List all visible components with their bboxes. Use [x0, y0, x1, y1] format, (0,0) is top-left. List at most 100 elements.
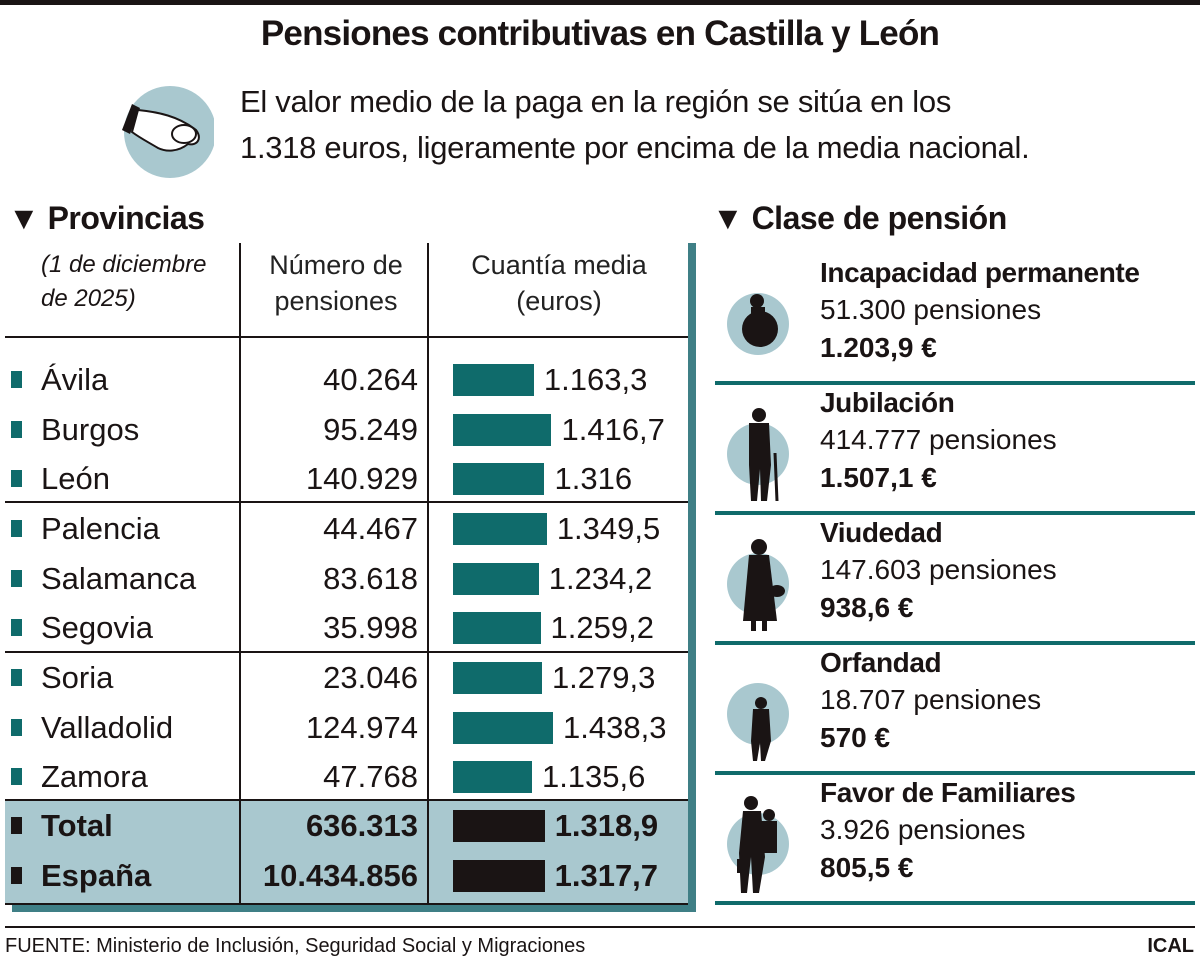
class-title: Favor de Familiares: [820, 777, 1076, 808]
classes-heading: ▼ Clase de pensión: [712, 200, 1007, 237]
header-average-line-2: (euros): [516, 286, 602, 316]
table-shadow-right: [688, 243, 696, 912]
average-value: 1.234,2: [548, 560, 653, 596]
classes-heading-text: Clase de pensión: [751, 200, 1008, 236]
row-marker: [11, 470, 22, 488]
triangle-down-icon: ▼: [712, 200, 744, 236]
average-value: 1.317,7: [554, 857, 659, 893]
class-title: Viudedad: [820, 517, 943, 548]
table-row: Palencia 44.467 1.349,5: [5, 504, 688, 554]
subtitle-line-2: 1.318 euros, ligeramente por encima de l…: [240, 130, 1030, 165]
pension-class-item: Favor de Familiares 3.926 pensiones 805,…: [715, 775, 1195, 905]
class-pension-count: 414.777 pensiones: [820, 424, 1057, 455]
row-marker: [11, 520, 22, 537]
pension-count: 23.046: [323, 660, 418, 695]
class-title: Jubilación: [820, 387, 955, 418]
group-divider: [5, 501, 688, 503]
province-name: Segovia: [41, 610, 154, 646]
child-icon: [751, 697, 771, 761]
pension-count: 83.618: [323, 560, 418, 596]
pension-class-item: Jubilación 414.777 pensiones 1.507,1 €: [715, 385, 1195, 515]
class-divider: [715, 381, 1195, 385]
class-pension-count: 51.300 pensiones: [820, 294, 1042, 325]
class-average: 570 €: [820, 722, 891, 753]
average-bar: [453, 364, 534, 396]
table-row: Ávila 40.264 1.163,3: [5, 355, 688, 405]
average-bar: [453, 810, 545, 842]
header-average-line-1: Cuantía media: [471, 250, 647, 280]
header-divider: [5, 336, 688, 338]
average-bar: [453, 761, 532, 794]
average-value: 1.163,3: [543, 362, 648, 397]
table-row: Salamanca 83.618 1.234,2: [5, 554, 688, 604]
hand-coin-icon: [122, 86, 214, 178]
province-name: Total: [41, 808, 113, 843]
pension-count: 10.434.856: [262, 857, 418, 893]
date-note: (1 de diciembre de 2025): [41, 248, 206, 316]
row-marker: [11, 669, 22, 686]
row-marker: [11, 420, 22, 438]
class-title: Orfandad: [820, 647, 942, 678]
class-title: Incapacidad permanente: [820, 257, 1140, 288]
source-note: FUENTE: Ministerio de Inclusión, Segurid…: [5, 935, 586, 957]
header-pensions-line-1: Número de: [269, 250, 403, 280]
average-bar: [453, 711, 553, 744]
province-name: León: [41, 461, 110, 497]
class-divider: [715, 511, 1195, 515]
row-marker: [11, 569, 22, 587]
pension-count: 35.998: [323, 610, 418, 646]
top-rule: [0, 0, 1200, 5]
class-divider: [715, 901, 1195, 905]
average-value: 1.259,2: [550, 610, 654, 646]
average-bar: [453, 612, 541, 645]
table-row: León 140.929 1.316: [5, 454, 688, 504]
table-shadow-bottom: [12, 905, 696, 912]
pension-class-item: Orfandad 18.707 pensiones 570 €: [715, 645, 1195, 775]
provinces-heading: ▼ Provincias: [8, 200, 205, 237]
header-average: Cuantía media (euros): [430, 247, 688, 319]
row-marker: [11, 718, 22, 736]
footer-rule: [5, 926, 1195, 928]
date-note-line-1: (1 de diciembre: [41, 251, 207, 278]
province-name: España: [41, 857, 152, 893]
row-marker: [11, 817, 22, 834]
elderly-man-icon: [749, 408, 779, 502]
pension-count: 40.264: [323, 362, 418, 397]
table-row: Segovia 35.998 1.259,2: [5, 603, 688, 653]
provinces-table: (1 de diciembre de 2025) Número de pension…: [5, 243, 688, 905]
table-row: Zamora 47.768 1.135,6: [5, 752, 688, 802]
class-divider: [715, 641, 1195, 645]
pension-count: 636.313: [305, 808, 418, 843]
row-marker: [11, 371, 22, 388]
average-bar: [453, 413, 552, 446]
class-average: 938,6 €: [820, 592, 914, 623]
credit: ICAL: [1147, 935, 1194, 957]
class-average: 1.507,1 €: [820, 462, 937, 493]
row-marker: [11, 866, 22, 884]
pension-count: 95.249: [323, 411, 418, 447]
class-pension-count: 18.707 pensiones: [820, 684, 1042, 715]
wheelchair-person-icon: [742, 294, 778, 347]
triangle-down-icon: ▼: [8, 200, 40, 236]
widow-icon: [743, 539, 785, 631]
column-divider: [427, 243, 429, 905]
class-average: 805,5 €: [820, 852, 914, 883]
table-row: España 10.434.856 1.317,7: [5, 851, 688, 901]
pension-count: 140.929: [305, 461, 418, 497]
average-bar: [453, 859, 545, 892]
row-marker: [11, 619, 22, 637]
header-pensions: Número de pensiones: [242, 247, 430, 319]
group-divider: [5, 651, 688, 653]
average-bar: [453, 463, 545, 496]
pension-count: 47.768: [323, 759, 418, 795]
pension-class-item: Viudedad 147.603 pensiones 938,6 €: [715, 515, 1195, 645]
average-value: 1.349,5: [556, 511, 661, 546]
header-pensions-line-2: pensiones: [274, 286, 398, 316]
province-name: Valladolid: [41, 709, 174, 745]
average-value: 1.416,7: [561, 411, 665, 447]
pension-class-item: Incapacidad permanente 51.300 pensiones …: [715, 255, 1195, 385]
average-bar: [453, 662, 542, 694]
province-name: Ávila: [41, 362, 109, 397]
row-marker: [11, 768, 22, 786]
class-pension-count: 147.603 pensiones: [820, 554, 1057, 585]
